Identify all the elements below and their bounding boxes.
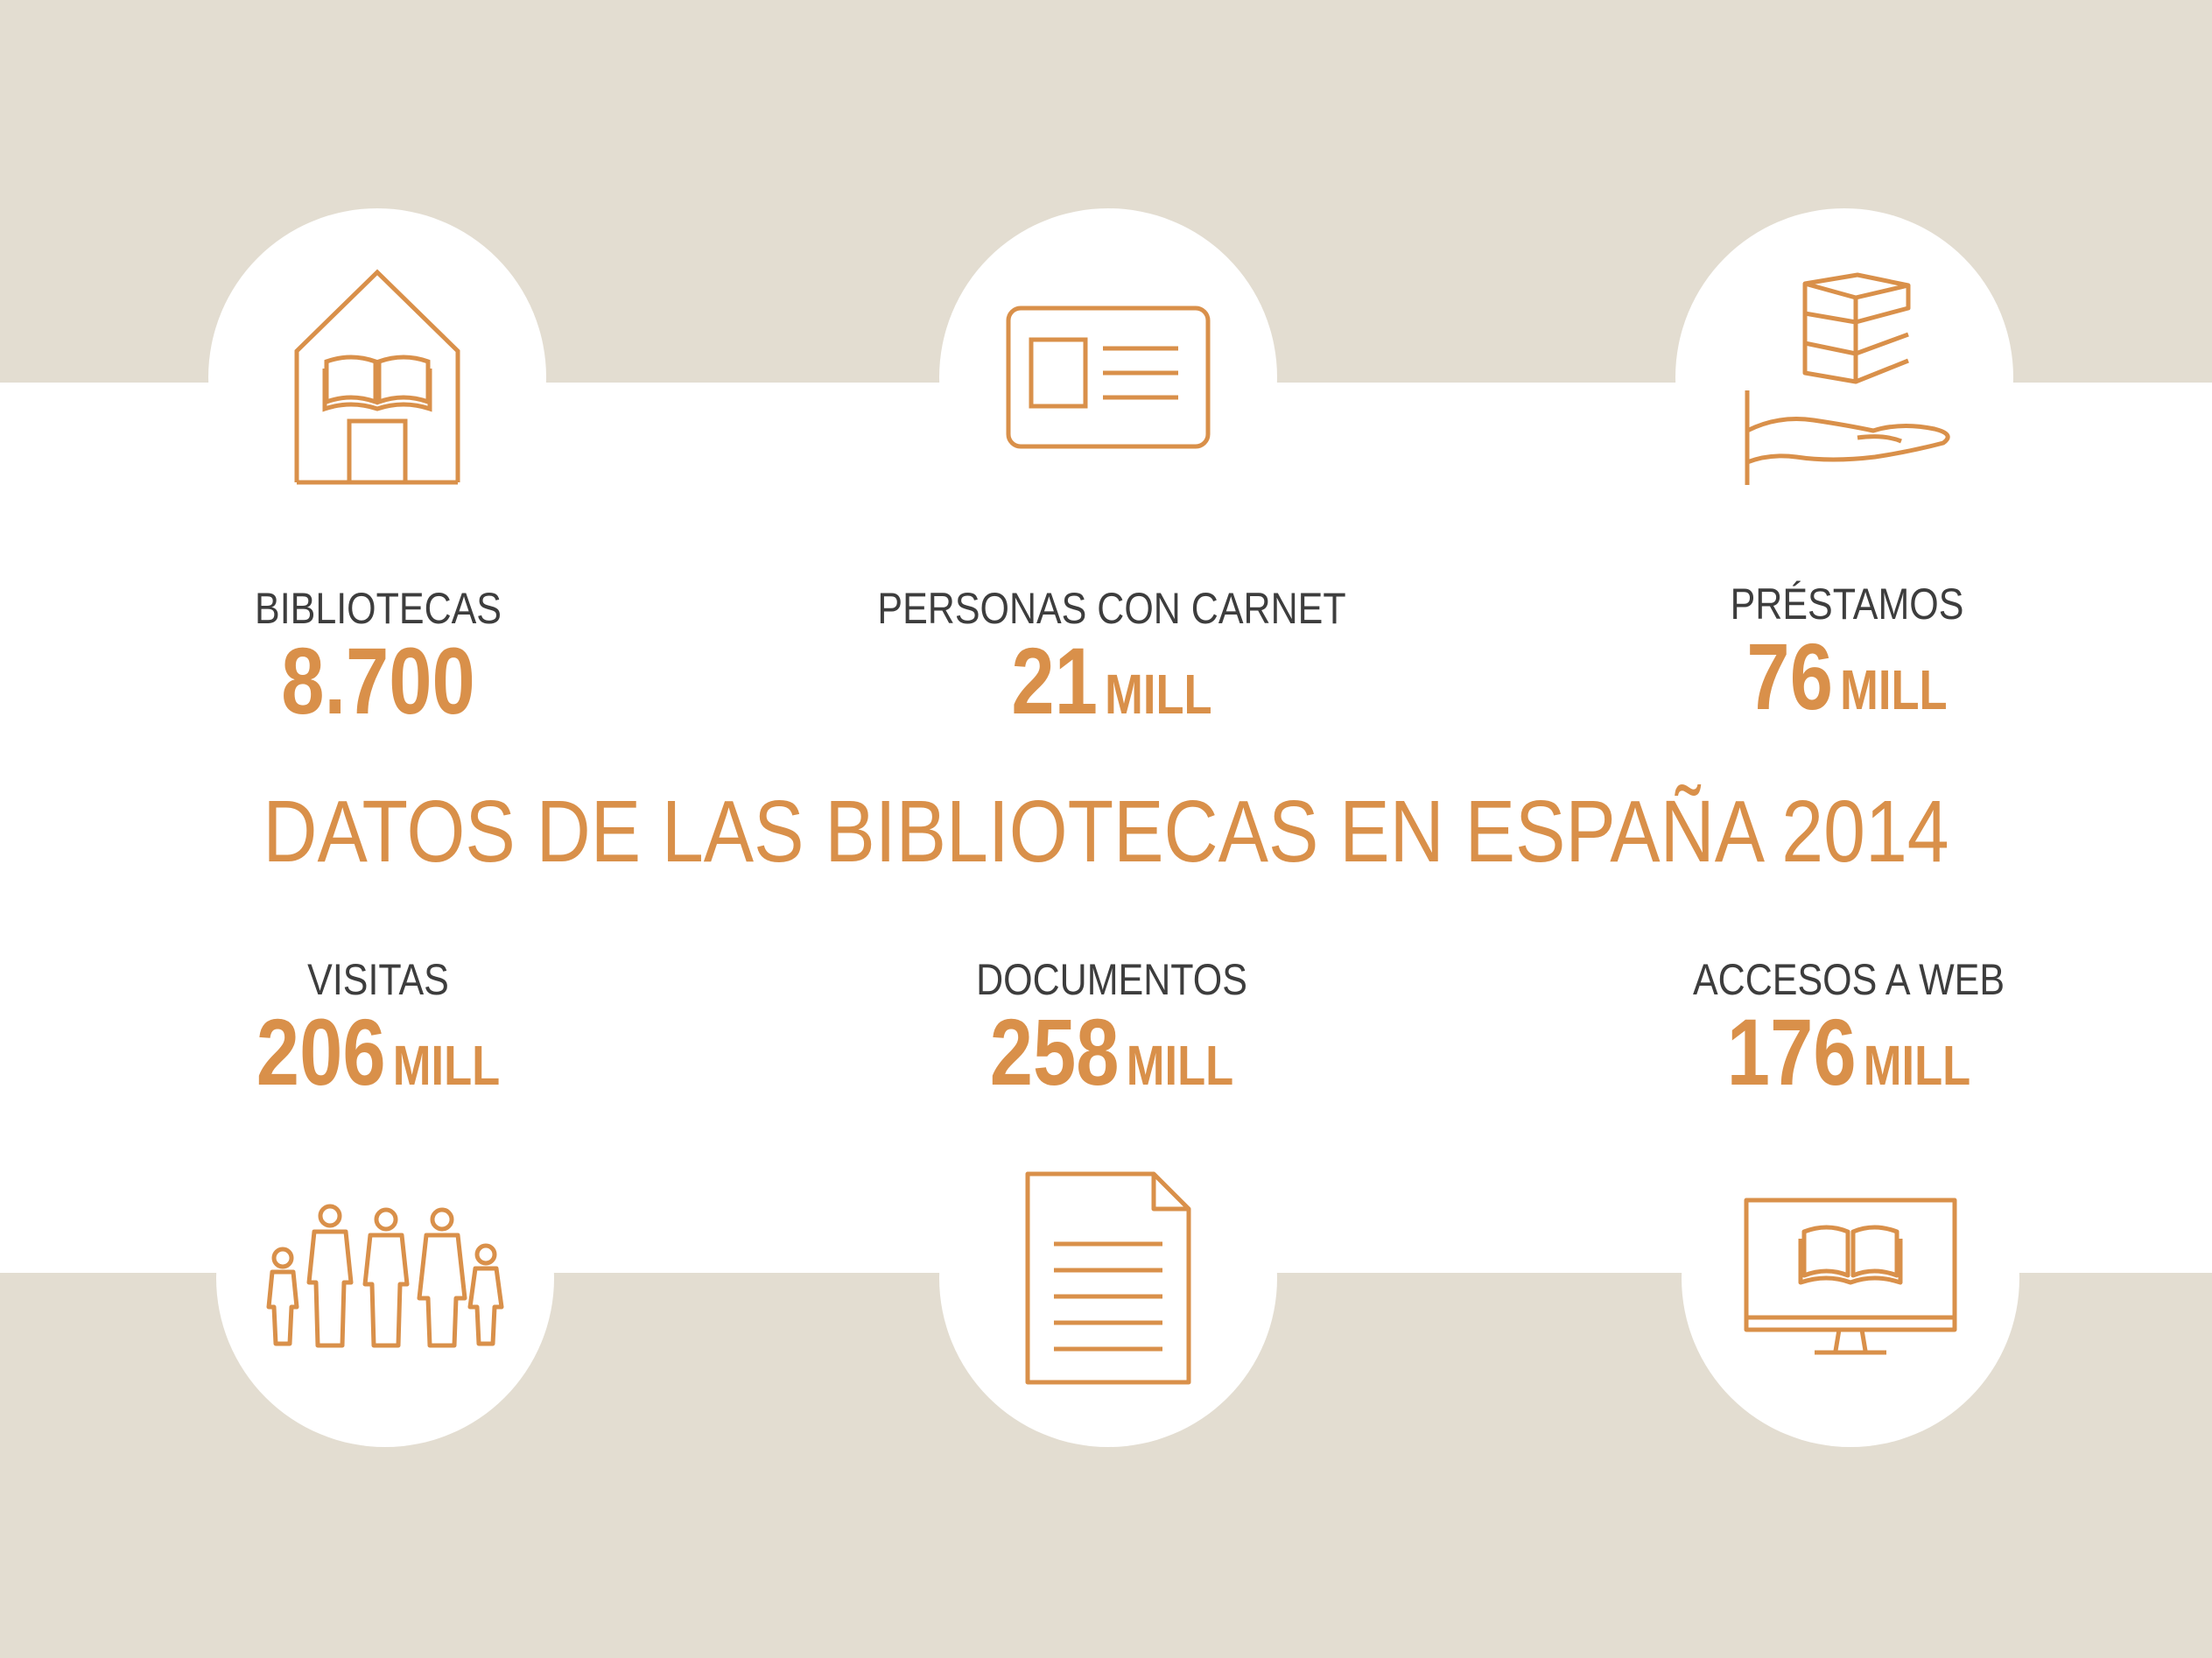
accesos-icon-circle xyxy=(1682,1109,2019,1447)
books-on-hand-icon xyxy=(1745,272,1950,485)
stat-label: VISITAS xyxy=(307,955,449,1004)
bibliotecas-icon-circle xyxy=(208,208,546,546)
stat-number: 176 xyxy=(1726,999,1857,1105)
stat-unit: MILL xyxy=(1840,658,1948,721)
stat-number: 206 xyxy=(256,999,386,1105)
stat-value: 8.700 xyxy=(261,634,496,728)
documentos-icon-circle xyxy=(939,1109,1277,1447)
stat-unit: MILL xyxy=(1126,1034,1234,1097)
stat-unit: MILL xyxy=(1863,1034,1971,1097)
family-people-icon xyxy=(266,1204,504,1348)
stat-label: DOCUMENTOS xyxy=(976,955,1247,1004)
page-title: DATOS DE LAS BIBLIOTECAS EN ESPAÑA 2014 xyxy=(263,783,1949,881)
stat-unit: MILL xyxy=(1105,663,1212,726)
stat-value: 206 MILL xyxy=(256,1005,500,1099)
document-icon xyxy=(1025,1171,1191,1385)
personas-icon-circle xyxy=(939,208,1277,546)
stat-unit: MILL xyxy=(392,1034,501,1097)
stat-label: ACCESOS A WEB xyxy=(1692,955,2005,1004)
stat-value: 76 MILL xyxy=(1736,629,1958,724)
stat-label: PRÉSTAMOS xyxy=(1730,580,1964,629)
stat-number: 8.700 xyxy=(281,628,475,734)
stat-prestamos: PRÉSTAMOS 76 MILL xyxy=(1711,582,1983,724)
stat-documentos: DOCUMENTOS 258 MILL xyxy=(954,958,1269,1099)
stat-number: 76 xyxy=(1746,623,1833,729)
stat-label: PERSONAS CON CARNET xyxy=(877,584,1346,633)
stat-visitas: VISITAS 206 MILL xyxy=(229,958,526,1099)
stat-number: 258 xyxy=(989,999,1120,1105)
stat-label: BIBLIOTECAS xyxy=(255,584,502,633)
id-card-icon xyxy=(1006,306,1211,449)
stat-accesos-a-web: ACCESOS A WEB 176 MILL xyxy=(1668,958,2030,1099)
prestamos-icon-circle xyxy=(1675,208,2013,546)
stat-number: 21 xyxy=(1011,628,1098,734)
stat-personas-con-carnet: PERSONAS CON CARNET 21 MILL xyxy=(839,587,1384,728)
stat-value: 21 MILL xyxy=(888,634,1335,728)
stat-value: 176 MILL xyxy=(1700,1005,1997,1099)
monitor-book-icon xyxy=(1744,1198,1957,1355)
stat-value: 258 MILL xyxy=(982,1005,1240,1099)
visitas-icon-circle xyxy=(216,1109,554,1447)
stat-bibliotecas: BIBLIOTECAS 8.700 xyxy=(235,587,522,728)
house-with-book-icon xyxy=(294,269,460,485)
